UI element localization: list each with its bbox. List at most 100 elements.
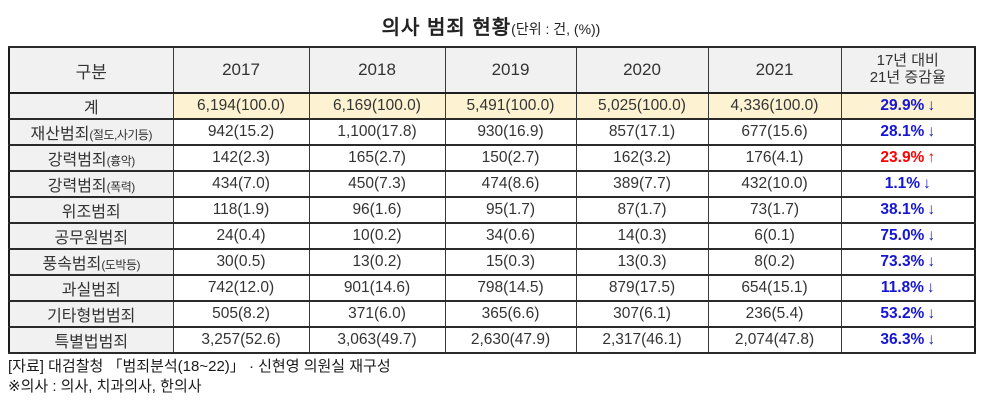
value-cell: 371(6.0): [308, 300, 446, 328]
row-label-cell: 풍속범죄(도박등): [8, 248, 174, 276]
header-2019: 2019: [444, 46, 577, 94]
value-cell: 2,317(46.1): [575, 326, 709, 354]
table-row: 강력범죄(폭력) 434(7.0) 450(7.3) 474(8.6) 389(7.7)…: [8, 170, 976, 198]
change-rate-value: 28.1%: [880, 123, 925, 140]
change-rate-value: 73.3%: [880, 253, 925, 270]
change-rate-cell: 1.1% ↓: [840, 170, 976, 198]
value-cell: 236(5.4): [707, 300, 842, 328]
value-cell: 73(1.7): [707, 196, 842, 224]
row-label-text: 특별법범죄: [54, 334, 129, 351]
value-cell: 742(12.0): [172, 274, 310, 302]
value-cell: 13(0.3): [575, 248, 709, 276]
down-arrow-icon: ↓: [927, 305, 936, 322]
value-cell: 8(0.2): [707, 248, 842, 276]
value-cell: 930(16.9): [444, 118, 577, 146]
value-cell: 1,100(17.8): [308, 118, 446, 146]
value-cell: 30(0.5): [172, 248, 310, 276]
value-cell: 389(7.7): [575, 170, 709, 198]
table-row: 풍속범죄(도박등) 30(0.5) 13(0.2) 15(0.3) 13(0.3) 8(0…: [8, 248, 976, 276]
value-cell: 142(2.3): [172, 144, 310, 172]
row-label-text: 계: [83, 100, 99, 117]
change-rate-value: 1.1%: [884, 175, 921, 192]
header-change-line1: 17년 대비: [876, 52, 939, 70]
value-cell: 3,063(49.7): [308, 326, 446, 354]
value-cell: 150(2.7): [444, 144, 577, 172]
value-cell: 5,491(100.0): [444, 92, 577, 120]
table-row: 위조범죄 118(1.9) 96(1.6) 95(1.7) 87(1.7) 73(1.7)…: [8, 196, 976, 224]
change-rate-value: 36.3%: [880, 331, 925, 348]
crime-table: 구분 2017 2018 2019 2020 2021 17년 대비 21년 증…: [8, 46, 976, 354]
change-rate-cell: 36.3% ↓: [840, 326, 976, 354]
value-cell: 96(1.6): [308, 196, 446, 224]
row-label-text: 기타형법범죄: [47, 308, 136, 325]
row-label-text: 위조범죄: [61, 204, 121, 221]
change-rate-value: 75.0%: [880, 227, 925, 244]
table-row: 강력범죄(흉악) 142(2.3) 165(2.7) 150(2.7) 162(3.2)…: [8, 144, 976, 172]
header-2021: 2021: [707, 46, 842, 94]
table-row: 과실범죄 742(12.0) 901(14.6) 798(14.5) 879(17.5)…: [8, 274, 976, 302]
value-cell: 6,194(100.0): [172, 92, 310, 120]
row-label-cell: 계: [8, 92, 174, 120]
value-cell: 450(7.3): [308, 170, 446, 198]
value-cell: 901(14.6): [308, 274, 446, 302]
value-cell: 6,169(100.0): [308, 92, 446, 120]
row-label-cell: 재산범죄(절도,사기등): [8, 118, 174, 146]
down-arrow-icon: ↓: [927, 331, 936, 348]
header-2020: 2020: [575, 46, 709, 94]
table-row: 기타형법범죄 505(8.2) 371(6.0) 365(6.6) 307(6.1) 23…: [8, 300, 976, 328]
value-cell: 434(7.0): [172, 170, 310, 198]
change-rate-value: 38.1%: [880, 201, 925, 218]
table-row: 재산범죄(절도,사기등) 942(15.2) 1,100(17.8) 930(16.9…: [8, 118, 976, 146]
value-cell: 307(6.1): [575, 300, 709, 328]
value-cell: 34(0.6): [444, 222, 577, 250]
crime-table-body: 계 6,194(100.0) 6,169(100.0) 5,491(100.0) 5,0…: [8, 92, 976, 354]
change-rate-cell: 73.3% ↓: [840, 248, 976, 276]
value-cell: 5,025(100.0): [575, 92, 709, 120]
value-cell: 474(8.6): [444, 170, 577, 198]
value-cell: 165(2.7): [308, 144, 446, 172]
value-cell: 176(4.1): [707, 144, 842, 172]
value-cell: 798(14.5): [444, 274, 577, 302]
up-arrow-icon: ↑: [927, 149, 936, 166]
down-arrow-icon: ↓: [926, 279, 935, 296]
change-rate-value: 53.2%: [880, 305, 925, 322]
change-rate-cell: 28.1% ↓: [840, 118, 976, 146]
value-cell: 432(10.0): [707, 170, 842, 198]
value-cell: 10(0.2): [308, 222, 446, 250]
row-label-paren: (도박등): [101, 258, 140, 272]
row-label-text: 풍속범죄: [42, 256, 102, 273]
row-label-text: 과실범죄: [61, 282, 121, 299]
row-label-text: 강력범죄: [47, 152, 107, 169]
value-cell: 162(3.2): [575, 144, 709, 172]
down-arrow-icon: ↓: [927, 123, 936, 140]
footnotes: [자료] 대검찰청 「범죄분석(18~22)」 · 신현영 의원실 재구성 ※의…: [8, 357, 982, 398]
row-label-cell: 과실범죄: [8, 274, 174, 302]
down-arrow-icon: ↓: [923, 175, 931, 192]
value-cell: 365(6.6): [444, 300, 577, 328]
value-cell: 879(17.5): [575, 274, 709, 302]
value-cell: 15(0.3): [444, 248, 577, 276]
header-change-rate: 17년 대비 21년 증감율: [840, 46, 976, 94]
value-cell: 13(0.2): [308, 248, 446, 276]
header-change-line2: 21년 증감율: [869, 69, 946, 86]
value-cell: 942(15.2): [172, 118, 310, 146]
table-row: 공무원범죄 24(0.4) 10(0.2) 34(0.6) 14(0.3) 6(0.1) 7…: [8, 222, 976, 250]
title-text: 의사 범죄 현황: [381, 17, 512, 39]
row-label-cell: 강력범죄(폭력): [8, 170, 174, 198]
change-rate-cell: 75.0% ↓: [840, 222, 976, 250]
change-rate-cell: 29.9% ↓: [840, 92, 976, 120]
header-gubun: 구분: [8, 46, 174, 94]
row-label-text: 공무원범죄: [54, 230, 129, 247]
down-arrow-icon: ↓: [927, 97, 936, 114]
change-rate-cell: 53.2% ↓: [840, 300, 976, 328]
title-unit: (단위 : 건, (%)): [511, 21, 601, 37]
source-note: [자료] 대검찰청 「범죄분석(18~22)」 · 신현영 의원실 재구성: [8, 358, 391, 375]
change-rate-cell: 23.9% ↑: [840, 144, 976, 172]
down-arrow-icon: ↓: [927, 227, 936, 244]
header-row: 구분 2017 2018 2019 2020 2021 17년 대비 21년 증…: [8, 46, 976, 94]
row-label-cell: 강력범죄(흉악): [8, 144, 174, 172]
down-arrow-icon: ↓: [927, 201, 936, 218]
value-cell: 6(0.1): [707, 222, 842, 250]
value-cell: 4,336(100.0): [707, 92, 842, 120]
down-arrow-icon: ↓: [927, 253, 936, 270]
